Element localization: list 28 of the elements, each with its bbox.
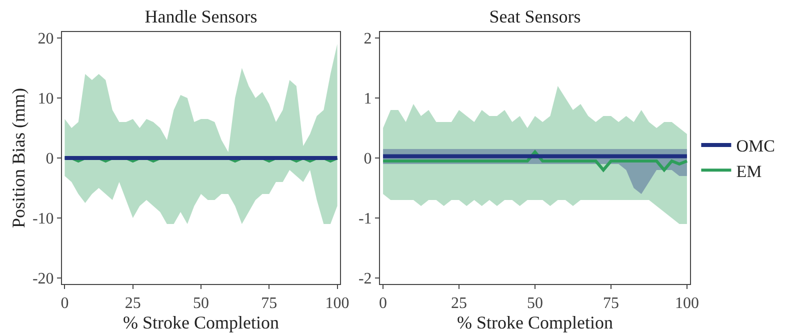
y-axis-title: Position Bias (mm): [8, 88, 29, 228]
y-tick-label: 2: [364, 30, 372, 48]
chart-title: Seat Sensors: [489, 6, 581, 27]
y-tick-label: 10: [38, 90, 54, 108]
x-tick-label: 0: [60, 295, 69, 312]
x-tick-label: 25: [451, 295, 468, 312]
x-tick-label: 25: [124, 295, 141, 312]
y-tick-label: -1: [358, 210, 372, 228]
legend-label: EM: [736, 162, 762, 181]
y-tick-label: 0: [364, 150, 372, 168]
chart-title: Handle Sensors: [144, 6, 258, 27]
x-tick-label: 50: [193, 295, 209, 312]
y-tick-label: -10: [32, 210, 54, 228]
y-tick-label: 0: [46, 150, 54, 168]
x-tick-label: 75: [602, 295, 619, 312]
x-tick-label: 50: [527, 295, 543, 312]
x-tick-label: 100: [674, 295, 699, 312]
y-tick-label: 20: [38, 30, 54, 48]
y-tick-label: -2: [358, 270, 372, 288]
y-tick-label: -20: [32, 270, 54, 288]
legend-label: OMC: [736, 136, 775, 156]
x-tick-label: 0: [379, 295, 388, 312]
line-series: [382, 150, 688, 172]
x-tick-label: 100: [325, 295, 350, 312]
x-tick-label: 75: [261, 295, 278, 312]
y-tick-label: 1: [364, 90, 372, 108]
x-axis-title: % Stroke Completion: [457, 312, 613, 332]
x-axis-title: % Stroke Completion: [123, 312, 279, 332]
